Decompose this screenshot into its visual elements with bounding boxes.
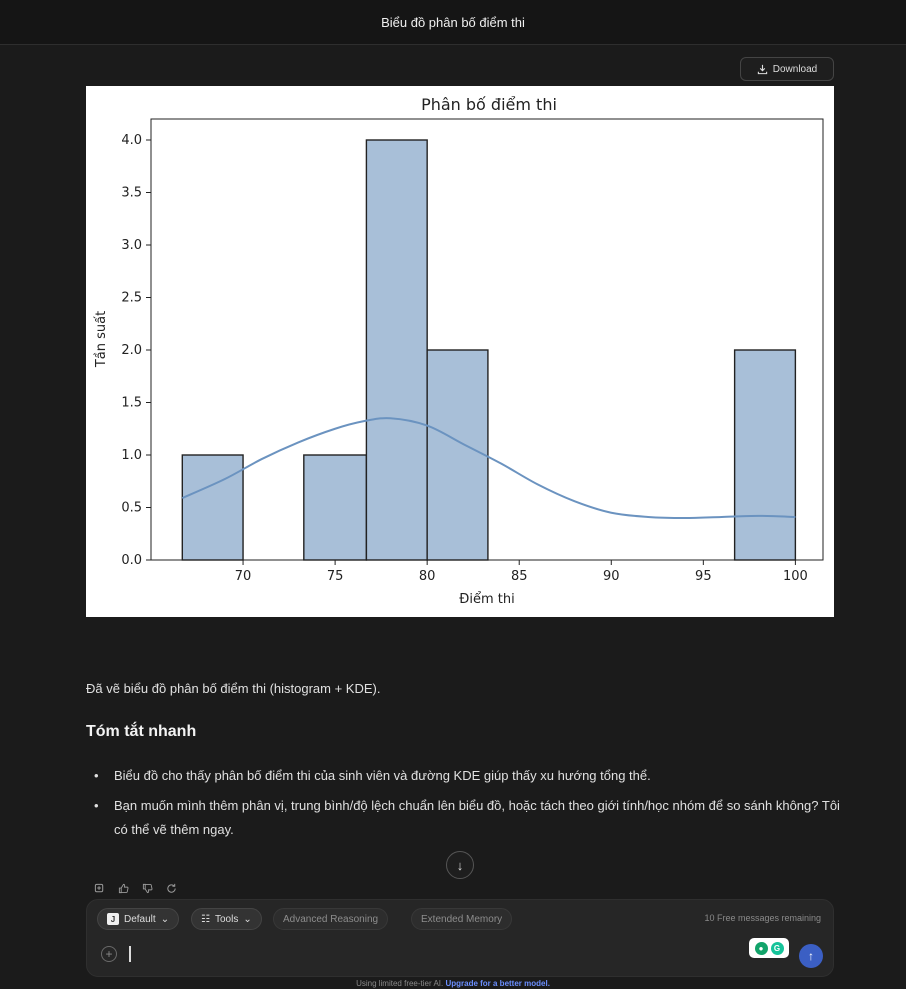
location-pin-icon: ● (755, 942, 768, 955)
y-tick-label: 1.5 (121, 396, 142, 411)
x-axis-label: Điểm thi (459, 592, 514, 607)
histogram-bar (427, 350, 488, 560)
extended-memory-toggle[interactable]: Extended Memory (411, 908, 512, 930)
chart-title: Phân bố điểm thi (421, 95, 557, 114)
y-axis-label: Tần suất (94, 311, 109, 368)
message-actions (92, 881, 178, 895)
x-tick-label: 70 (235, 569, 252, 584)
copy-icon[interactable] (92, 881, 106, 895)
arrow-up-icon: ↑ (808, 949, 814, 963)
kde-curve (182, 418, 795, 518)
arrow-down-icon: ↓ (457, 858, 464, 873)
chevron-down-icon: ⌄ (161, 914, 169, 925)
extension-icons[interactable]: ● G (749, 938, 789, 958)
download-label: Download (773, 64, 817, 75)
x-tick-label: 90 (603, 569, 620, 584)
histogram-bar (304, 455, 367, 560)
summary-list: Biểu đồ cho thấy phân bố điểm thi của si… (92, 764, 842, 848)
histogram-bar (735, 350, 796, 560)
model-selector[interactable]: J Default ⌄ (97, 908, 179, 930)
upgrade-link[interactable]: Upgrade for a better model. (445, 979, 549, 988)
page-title: Biểu đồ phân bố điểm thi (381, 15, 525, 30)
top-bar: Biểu đồ phân bố điểm thi (0, 0, 906, 45)
chart-panel: Phân bố điểm thi 70 75 80 85 90 95 100 0.0 0.5 1… (86, 86, 834, 617)
x-tick-label: 80 (419, 569, 436, 584)
x-tick-label: 95 (695, 569, 712, 584)
download-button[interactable]: Download (740, 57, 834, 81)
y-tick-label: 4.0 (121, 133, 142, 148)
refresh-icon[interactable] (164, 881, 178, 895)
histogram-bar (366, 140, 427, 560)
response-intro: Đã vẽ biểu đồ phân bố điểm thi (histogra… (86, 681, 846, 696)
thumbs-up-icon[interactable] (116, 881, 130, 895)
histogram-bar (182, 455, 243, 560)
tools-label: Tools (215, 914, 238, 925)
grammarly-icon: G (771, 942, 784, 955)
y-tick-label: 3.0 (121, 238, 142, 253)
y-tick-label: 3.5 (121, 186, 142, 201)
extended-memory-label: Extended Memory (421, 914, 502, 925)
thumbs-down-icon[interactable] (140, 881, 154, 895)
chat-composer: J Default ⌄ ☷ Tools ⌄ Advanced Reasoning… (86, 899, 834, 977)
add-attachment-button[interactable]: + (101, 946, 117, 962)
footer-text: Using limited free-tier AI. (356, 979, 443, 988)
sliders-icon: ☷ (201, 914, 210, 925)
y-tick-label: 2.5 (121, 291, 142, 306)
tools-dropdown[interactable]: ☷ Tools ⌄ (191, 908, 262, 930)
y-tick-label: 1.0 (121, 448, 142, 463)
x-tick-label: 75 (327, 569, 344, 584)
plus-icon: + (105, 948, 112, 960)
list-item: Biểu đồ cho thấy phân bố điểm thi của si… (92, 764, 842, 788)
model-badge: J (107, 913, 119, 925)
x-tick-label: 85 (511, 569, 528, 584)
footer-notice: Using limited free-tier AI. Upgrade for … (0, 979, 906, 988)
scroll-down-button[interactable]: ↓ (446, 851, 474, 879)
messages-remaining: 10 Free messages remaining (704, 913, 821, 923)
x-tick-label: 100 (783, 569, 808, 584)
send-button[interactable]: ↑ (799, 944, 823, 968)
chevron-down-icon: ⌄ (243, 914, 251, 925)
y-tick-label: 2.0 (121, 343, 142, 358)
list-item: Bạn muốn mình thêm phân vị, trung bình/đ… (92, 794, 842, 842)
summary-heading: Tóm tắt nhanh (86, 723, 846, 741)
y-tick-label: 0.5 (121, 501, 142, 516)
advanced-reasoning-label: Advanced Reasoning (283, 914, 378, 925)
histogram-chart: Phân bố điểm thi 70 75 80 85 90 95 100 0.0 0.5 1… (86, 86, 834, 617)
message-input[interactable] (129, 946, 131, 962)
y-tick-label: 0.0 (121, 553, 142, 568)
advanced-reasoning-toggle[interactable]: Advanced Reasoning (273, 908, 388, 930)
download-icon (757, 64, 768, 75)
model-label: Default (124, 914, 156, 925)
